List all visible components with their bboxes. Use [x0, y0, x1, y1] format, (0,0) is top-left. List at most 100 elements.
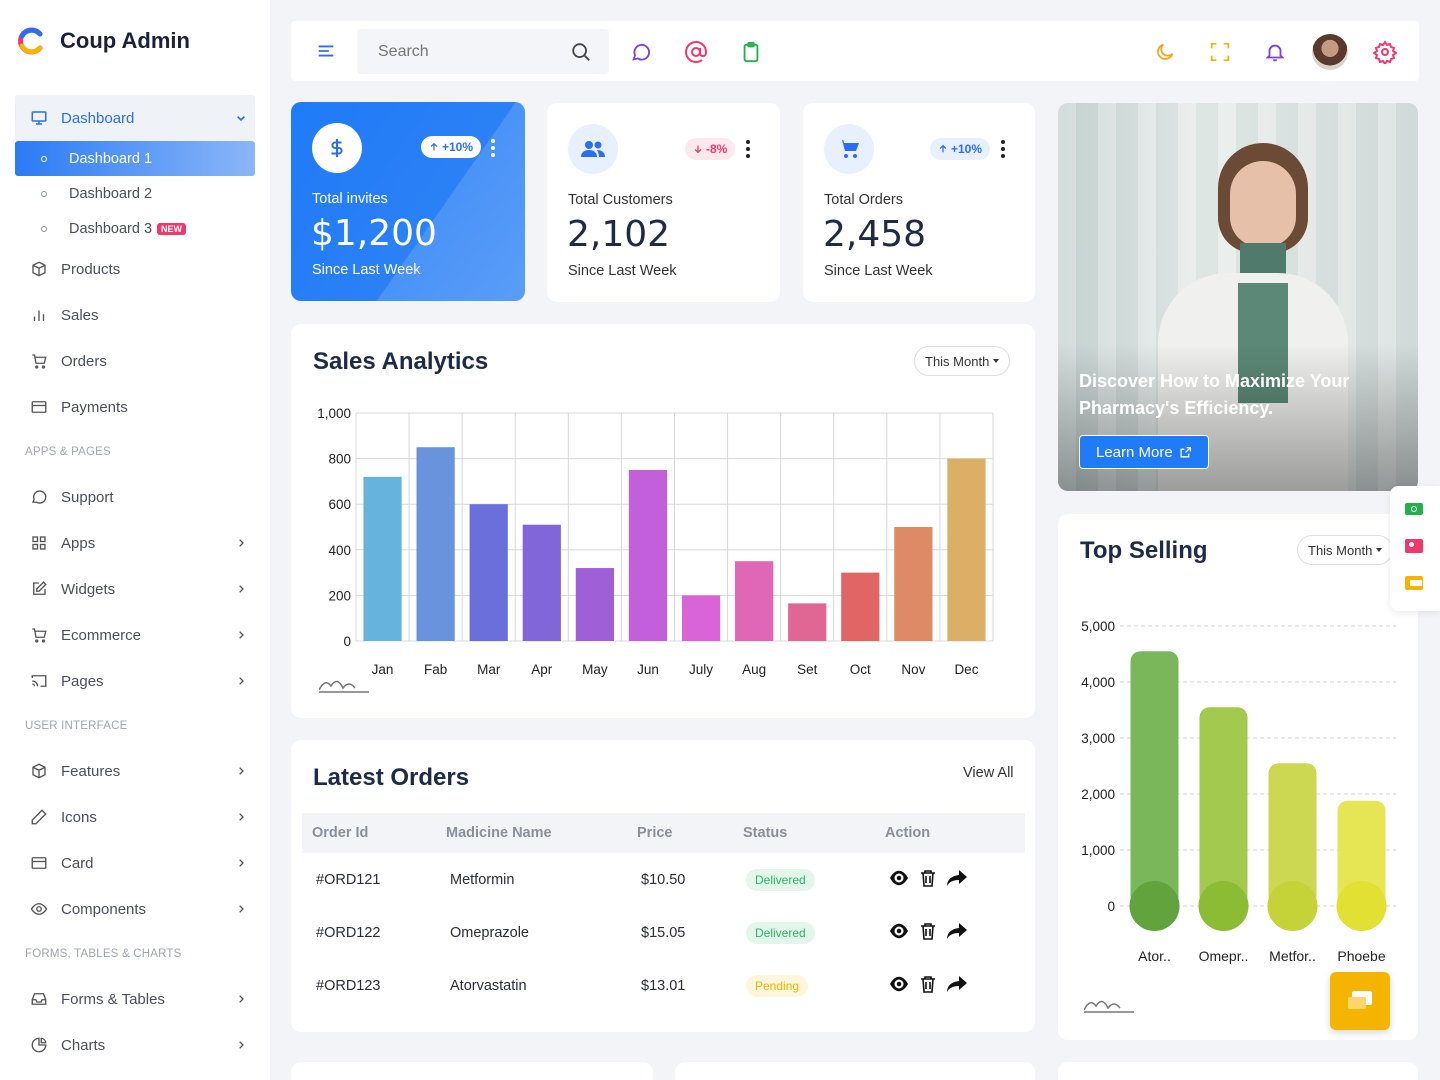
learn-more-button[interactable]: Learn More [1079, 435, 1209, 469]
sidebar-item-features[interactable]: Features [15, 748, 255, 794]
trash-icon[interactable] [920, 869, 936, 891]
bullet-icon [41, 155, 47, 162]
search-box [357, 29, 609, 74]
y-tick-label: 800 [328, 452, 351, 467]
bar [575, 568, 614, 641]
sidebar-item-payments[interactable]: Payments [15, 384, 255, 430]
column-header[interactable]: Madicine Name [446, 825, 552, 841]
sidebar-item-products[interactable]: Products [15, 246, 255, 292]
bottom-card [675, 1062, 1035, 1080]
sidebar-item-support[interactable]: Support [15, 474, 255, 520]
sidebar-item-card[interactable]: Card [15, 840, 255, 886]
x-tick-label: July [689, 662, 713, 677]
sidebar-subitem-dashboard-2[interactable]: Dashboard 2 [15, 176, 255, 211]
box-icon [29, 761, 49, 781]
change-value: -8% [706, 142, 728, 156]
sidebar-item-widgets[interactable]: Widgets [15, 566, 255, 612]
change-badge: +10% [421, 136, 482, 158]
clipboard-icon[interactable] [739, 40, 763, 64]
at-sign-icon[interactable] [684, 40, 708, 64]
x-tick-label: Phoebe [1337, 948, 1385, 964]
moon-icon[interactable] [1153, 40, 1177, 64]
bar-base-circle [1267, 881, 1318, 931]
more-menu-icon[interactable] [746, 140, 750, 158]
cart-icon [29, 625, 49, 645]
trash-icon[interactable] [920, 975, 936, 997]
sidebar-item-forms-tables[interactable]: Forms & Tables [15, 976, 255, 1022]
money-icon[interactable] [1405, 503, 1423, 515]
chat-icon[interactable] [629, 40, 653, 64]
view-all-link[interactable]: View All [963, 765, 1014, 781]
sidebar-subitem-dashboard-1[interactable]: Dashboard 1 [15, 141, 255, 176]
sidebar-item-apps[interactable]: Apps [15, 520, 255, 566]
top-selling-card: Top Selling This Month 0 1,000 2,000 3,000 4… [1058, 514, 1418, 1040]
sidebar-item-pages[interactable]: Pages [15, 658, 255, 704]
bell-icon[interactable] [1263, 40, 1287, 64]
share-icon[interactable] [946, 869, 968, 891]
sidebar-item-icons[interactable]: Icons [15, 794, 255, 840]
stat-card-customers: -8% Total Customers 2,102 Since Last Wee… [547, 103, 780, 302]
column-header[interactable]: Order Id [312, 825, 369, 841]
section-label-forms: FORMS, TABLES & CHARTS [25, 948, 182, 960]
view-icon[interactable] [888, 975, 910, 997]
y-tick-label: 0 [343, 634, 351, 649]
sidebar-item-orders[interactable]: Orders [15, 338, 255, 384]
y-tick-label: 5,000 [1081, 619, 1115, 634]
gear-icon[interactable] [1373, 40, 1397, 64]
more-menu-icon[interactable] [1001, 140, 1005, 158]
share-icon[interactable] [946, 922, 968, 944]
credit-card-icon [29, 397, 49, 417]
period-dropdown[interactable]: This Month [914, 346, 1011, 376]
chevron-right-icon [239, 539, 244, 547]
column-header[interactable]: Price [637, 825, 673, 841]
bar [947, 458, 986, 641]
medicine-name: Atorvastatin [450, 977, 527, 994]
section-title: Top Selling [1080, 537, 1208, 564]
stat-subtitle: Since Last Week [312, 262, 421, 278]
chat-widget-button[interactable] [1330, 972, 1390, 1030]
fullscreen-icon[interactable] [1208, 40, 1232, 64]
sidebar-item-charts[interactable]: Charts [15, 1022, 255, 1068]
trash-icon[interactable] [920, 922, 936, 944]
search-input[interactable] [378, 42, 558, 61]
avatar[interactable] [1312, 34, 1348, 70]
view-icon[interactable] [888, 869, 910, 891]
image-icon[interactable] [1405, 539, 1423, 553]
search-icon[interactable] [570, 41, 592, 68]
view-icon[interactable] [888, 922, 910, 944]
stat-title: Total invites [312, 191, 388, 207]
table-row: #ORD123 Atorvastatin $13.01 Pending [302, 959, 1025, 1012]
bar [1199, 707, 1248, 906]
period-dropdown[interactable]: This Month [1297, 535, 1394, 565]
floating-toolbar [1390, 486, 1440, 611]
arrow-up-icon [430, 142, 438, 151]
sidebar-item-ecommerce[interactable]: Ecommerce [15, 612, 255, 658]
dropdown-label: This Month [1308, 542, 1373, 558]
change-badge: -8% [685, 138, 736, 160]
promo-banner: Discover How to Maximize Your Pharmacy's… [1058, 103, 1418, 491]
status-badge: Pending [746, 974, 809, 997]
message-icon[interactable] [1405, 576, 1423, 590]
x-tick-label: Ator.. [1138, 948, 1171, 964]
price: $13.01 [641, 977, 686, 994]
bottom-card [291, 1062, 653, 1080]
sidebar-item-label: Icons [61, 808, 97, 826]
x-tick-label: Metfor.. [1269, 948, 1316, 964]
sidebar-item-dashboard[interactable]: Dashboard [15, 95, 255, 141]
more-menu-icon[interactable] [491, 139, 495, 157]
sales-bar-chart: 0 200 400 600 800 1,000 Jan Fab Mar Apr May Jun July… [317, 406, 994, 677]
share-icon[interactable] [946, 975, 968, 997]
sidebar-subitem-dashboard-3[interactable]: Dashboard 3 NEW [15, 211, 255, 246]
bottom-card [1058, 1062, 1418, 1080]
menu-toggle-icon[interactable] [314, 39, 338, 63]
sidebar-subitem-label: Dashboard 1 [69, 150, 153, 167]
sidebar-item-components[interactable]: Components [15, 886, 255, 932]
sidebar-subitem-label: Dashboard 2 [69, 185, 153, 202]
edit-icon [29, 579, 49, 599]
brand[interactable]: Coup Admin [16, 26, 190, 56]
sidebar-item-label: Components [61, 900, 147, 918]
bullet-icon [41, 225, 47, 232]
column-header[interactable]: Status [743, 825, 788, 841]
sidebar-item-sales[interactable]: Sales [15, 292, 255, 338]
section-title: Latest Orders [313, 764, 470, 791]
